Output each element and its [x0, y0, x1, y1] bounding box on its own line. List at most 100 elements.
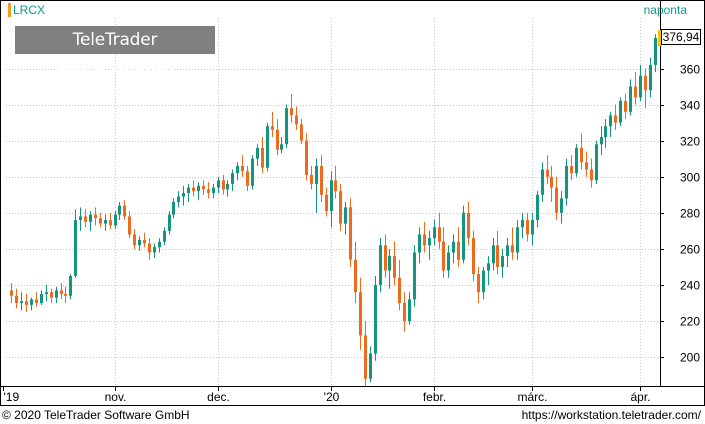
candle-body	[128, 216, 131, 235]
candle-body	[349, 207, 352, 260]
candle-body	[467, 212, 470, 239]
candle-body	[565, 165, 568, 199]
candle-body	[403, 303, 406, 322]
candle-body	[418, 234, 421, 253]
x-tick-label: ápr.	[630, 390, 650, 404]
candle-body	[168, 214, 171, 231]
candle-body	[35, 299, 38, 304]
candle-body	[261, 147, 264, 168]
candle-body	[388, 256, 391, 271]
candle-body	[639, 75, 642, 98]
x-tick-label: márc.	[518, 390, 548, 404]
candle-body	[423, 234, 426, 246]
candle-body	[123, 205, 126, 217]
candle-body	[595, 144, 598, 181]
x-tick-label: nov.	[105, 390, 127, 404]
candle-body	[64, 294, 67, 296]
candle-body	[305, 140, 308, 175]
candle-body	[452, 241, 455, 253]
candle-body	[60, 290, 63, 294]
candle-body	[541, 169, 544, 195]
candle-body	[25, 301, 28, 305]
candle-body	[413, 252, 416, 300]
last-price-marker	[658, 29, 662, 46]
candle-body	[560, 198, 563, 213]
candle-body	[369, 353, 372, 379]
candle-body	[285, 108, 288, 145]
candle-body	[339, 191, 342, 224]
candle-body	[511, 245, 514, 253]
candle-body	[575, 147, 578, 174]
candle-body	[398, 277, 401, 304]
y-tick-label: 340	[680, 99, 700, 113]
candle-body	[634, 86, 637, 98]
candle-body	[609, 115, 612, 127]
candle-body	[133, 234, 136, 246]
candle-body	[153, 247, 156, 253]
candle-body	[604, 126, 607, 138]
candle-body	[55, 290, 58, 298]
candle-body	[496, 245, 499, 267]
candle-body	[74, 220, 77, 276]
candle-body	[374, 284, 377, 354]
candle-body	[246, 171, 249, 186]
candle-body	[197, 185, 200, 192]
candle-body	[359, 292, 362, 336]
logo-regular-text: TeleTrader	[72, 30, 158, 50]
candle-body	[330, 180, 333, 212]
candle-body	[217, 180, 220, 188]
y-tick-label: 320	[680, 135, 700, 149]
candle-body	[280, 144, 283, 150]
candle-body	[15, 295, 18, 304]
candle-body	[619, 100, 622, 123]
y-tick-label: 300	[680, 171, 700, 185]
candle-body	[109, 220, 112, 226]
period-label[interactable]: naponta	[643, 3, 687, 17]
candle-body	[256, 147, 259, 159]
candle-body	[364, 335, 367, 379]
candle-body	[590, 169, 593, 181]
ticker-symbol[interactable]: LRCX	[8, 3, 45, 17]
y-tick-label: 200	[680, 351, 700, 365]
candle-body	[226, 183, 229, 190]
candle-body	[526, 220, 529, 235]
candle-body	[104, 220, 107, 224]
candle-body	[172, 202, 175, 215]
candle-body	[555, 187, 558, 213]
candle-body	[624, 100, 627, 112]
candle-body	[393, 256, 396, 278]
x-tick-label: '19	[4, 390, 20, 404]
candle-body	[114, 214, 117, 226]
candle-body	[472, 238, 475, 275]
candle-body	[50, 292, 53, 298]
candle-body	[320, 165, 323, 195]
candle-body	[212, 187, 215, 193]
candle-body	[266, 126, 269, 168]
candle-body	[45, 292, 48, 294]
candle-body	[438, 227, 441, 242]
candle-body	[580, 147, 583, 163]
candle-body	[295, 115, 298, 125]
candle-body	[570, 165, 573, 174]
candle-body	[177, 196, 180, 202]
y-tick-label: 360	[680, 63, 700, 77]
y-tick-label: 220	[680, 315, 700, 329]
candle-body	[649, 64, 652, 91]
candle-body	[536, 194, 539, 221]
candle-body	[158, 241, 161, 248]
candle-body	[614, 115, 617, 123]
source-url[interactable]: https://workstation.teletrader.com/	[521, 408, 701, 422]
candle-body	[89, 214, 92, 222]
candle-body	[300, 124, 303, 141]
x-tick-label: febr.	[423, 390, 446, 404]
candle-body	[334, 180, 337, 192]
candle-body	[492, 245, 495, 264]
candle-body	[148, 243, 151, 253]
candle-body	[531, 220, 534, 235]
candle-body	[644, 75, 647, 91]
candle-body	[550, 176, 553, 188]
candle-body	[501, 256, 504, 267]
candle-body	[192, 187, 195, 192]
candle-body	[30, 299, 33, 305]
